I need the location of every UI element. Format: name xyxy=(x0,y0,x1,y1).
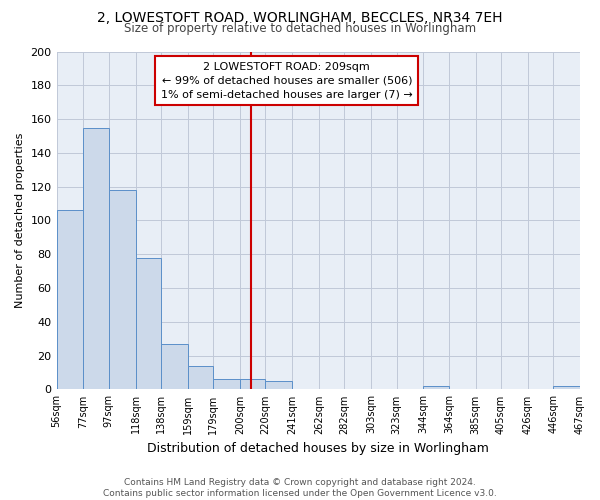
Text: Contains HM Land Registry data © Crown copyright and database right 2024.
Contai: Contains HM Land Registry data © Crown c… xyxy=(103,478,497,498)
Text: Size of property relative to detached houses in Worlingham: Size of property relative to detached ho… xyxy=(124,22,476,35)
Bar xyxy=(109,190,136,390)
Bar xyxy=(188,366,213,390)
Bar xyxy=(136,258,161,390)
Bar xyxy=(56,210,83,390)
Bar xyxy=(213,380,240,390)
Bar xyxy=(424,386,449,390)
Bar xyxy=(161,344,188,390)
Text: 2, LOWESTOFT ROAD, WORLINGHAM, BECCLES, NR34 7EH: 2, LOWESTOFT ROAD, WORLINGHAM, BECCLES, … xyxy=(97,11,503,25)
Bar xyxy=(265,381,292,390)
Bar xyxy=(240,380,265,390)
X-axis label: Distribution of detached houses by size in Worlingham: Distribution of detached houses by size … xyxy=(148,442,489,455)
Bar xyxy=(83,128,109,390)
Text: 2 LOWESTOFT ROAD: 209sqm
← 99% of detached houses are smaller (506)
1% of semi-d: 2 LOWESTOFT ROAD: 209sqm ← 99% of detach… xyxy=(161,62,413,100)
Bar xyxy=(553,386,580,390)
Y-axis label: Number of detached properties: Number of detached properties xyxy=(15,133,25,308)
